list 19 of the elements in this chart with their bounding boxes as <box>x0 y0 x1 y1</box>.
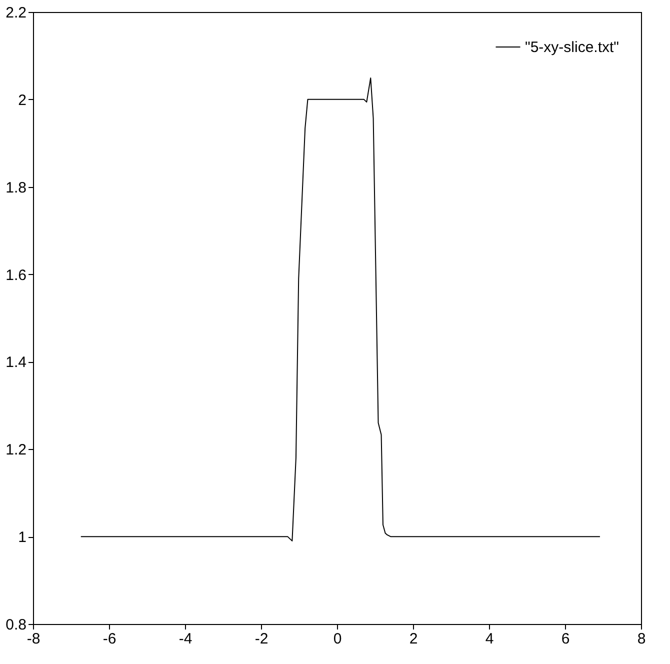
x-tick-label: -4 <box>178 630 192 648</box>
x-tick-label: 6 <box>561 630 570 648</box>
x-tick-label: 0 <box>333 630 342 648</box>
x-tick-label: 8 <box>637 630 646 648</box>
line-series <box>80 78 600 542</box>
y-tick-label: 1.4 <box>6 354 26 372</box>
y-tick-label: 0.8 <box>6 616 26 634</box>
y-tick-label: 1.8 <box>6 179 26 196</box>
y-tick-label: 1.6 <box>6 266 26 284</box>
x-tick-label: 4 <box>485 630 494 648</box>
x-tick-label: -8 <box>26 630 40 648</box>
x-tick-label: -6 <box>102 630 116 648</box>
y-tick-label: 1 <box>18 529 26 546</box>
y-tick-label: 1.2 <box>6 442 26 459</box>
x-tick-label: -2 <box>254 630 268 648</box>
legend-label: "5-xy-slice.txt" <box>525 39 619 56</box>
y-tick-label: 2.2 <box>6 4 26 22</box>
y-tick-label: 2 <box>18 92 26 109</box>
x-tick-label: 2 <box>409 630 418 648</box>
